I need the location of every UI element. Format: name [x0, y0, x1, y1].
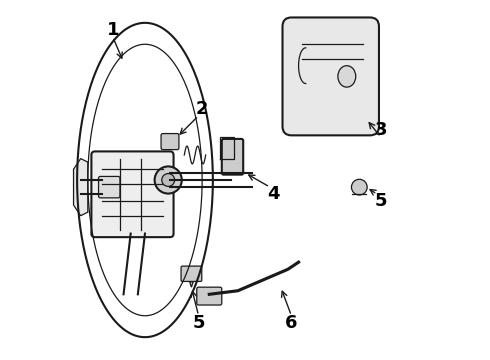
Text: 6: 6: [285, 314, 298, 332]
FancyBboxPatch shape: [283, 18, 379, 135]
Text: 3: 3: [374, 121, 387, 139]
Text: 1: 1: [107, 21, 119, 39]
Text: 5: 5: [374, 193, 387, 211]
Circle shape: [162, 174, 174, 186]
Polygon shape: [190, 282, 193, 287]
Circle shape: [155, 166, 182, 194]
FancyBboxPatch shape: [197, 287, 222, 305]
Text: 2: 2: [196, 100, 208, 118]
Polygon shape: [74, 158, 88, 216]
Circle shape: [351, 179, 367, 195]
Text: 5: 5: [192, 314, 205, 332]
FancyBboxPatch shape: [181, 266, 202, 282]
FancyBboxPatch shape: [98, 176, 120, 198]
FancyBboxPatch shape: [222, 139, 243, 175]
FancyBboxPatch shape: [92, 152, 173, 237]
Ellipse shape: [338, 66, 356, 87]
FancyBboxPatch shape: [161, 134, 179, 150]
Text: 4: 4: [268, 185, 280, 203]
